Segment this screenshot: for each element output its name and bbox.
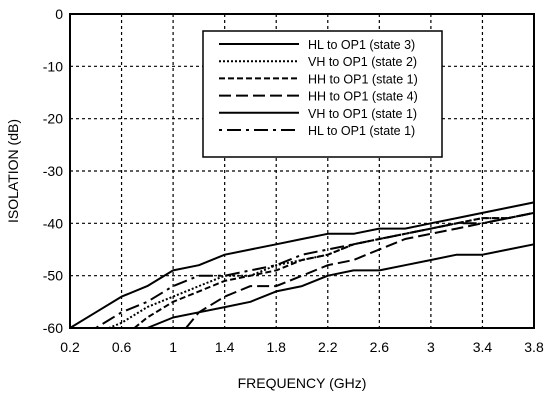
series-line-2 (108, 211, 535, 329)
series-lines (69, 201, 535, 329)
legend-label-5: VH to OP1 (state 1) (308, 107, 417, 121)
legend-box (202, 30, 443, 158)
y-axis-label: ISOLATION (dB) (5, 119, 21, 223)
x-tick-label: 3.8 (524, 339, 544, 355)
x-tick-label: 1 (169, 339, 177, 355)
legend: HL to OP1 (state 3) VH to OP1 (state 2) HH… (202, 30, 443, 158)
y-tick-label: 0 (55, 6, 63, 22)
x-tick-label: 1.4 (215, 339, 235, 355)
legend-label-4: HH to OP1 (state 4) (308, 90, 418, 104)
x-tick-label: 3 (427, 339, 435, 355)
plot-frame (69, 13, 535, 329)
series-line-4 (185, 211, 535, 329)
y-tick-label: -30 (43, 163, 63, 179)
series-line-6 (95, 211, 535, 329)
x-tick-label: 2.2 (318, 339, 338, 355)
y-tick-label: -60 (43, 320, 63, 336)
legend-label-1: HL to OP1 (state 3) (308, 38, 415, 52)
legend-label-6: HL to OP1 (state 1) (308, 124, 415, 138)
series-line-5 (146, 243, 535, 329)
y-tick-label: -20 (43, 111, 63, 127)
y-tick-label: -40 (43, 215, 63, 231)
x-tick-labels: 0.2 0.6 1 1.4 1.8 2.2 2.6 3 3.4 3.8 (60, 339, 544, 355)
y-tick-label: -10 (43, 58, 63, 74)
series-line-1 (69, 201, 535, 329)
x-tick-label: 1.8 (266, 339, 286, 355)
legend-label-3: HH to OP1 (state 1) (308, 72, 418, 86)
x-tick-label: 0.2 (60, 339, 80, 355)
legend-label-2: VH to OP1 (state 2) (308, 55, 417, 69)
x-tick-label: 2.6 (370, 339, 390, 355)
y-tick-labels: 0 -10 -20 -30 -40 -50 -60 (43, 6, 63, 336)
series-line-3 (133, 211, 535, 329)
y-tick-label: -50 (43, 268, 63, 284)
x-tick-label: 3.4 (473, 339, 493, 355)
x-axis-label: FREQUENCY (GHz) (238, 375, 367, 391)
x-tick-label: 0.6 (112, 339, 132, 355)
